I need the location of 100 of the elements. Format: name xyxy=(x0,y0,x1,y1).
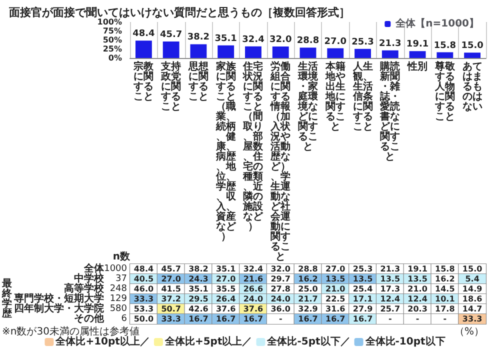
y-tick-label: その他 xyxy=(74,312,105,324)
data-label: 17.3 xyxy=(380,284,400,294)
y2-tick-label: 6 xyxy=(121,314,128,324)
data-label: 24.0 xyxy=(243,294,264,304)
text: （%） xyxy=(454,326,484,338)
bar xyxy=(382,50,398,58)
data-label: 45.7 xyxy=(161,264,181,274)
data-label: 26.6 xyxy=(243,284,264,294)
data-label: 16.7 xyxy=(298,314,318,324)
data-label: 27.0 xyxy=(216,274,236,284)
data-label: 16.7 xyxy=(326,314,346,324)
y-tick-label: 中学校 xyxy=(74,272,105,284)
category-label: 購読新聞・雑誌・愛読書などに関すること xyxy=(380,62,400,162)
data-label: 32.4 xyxy=(243,264,264,274)
bar xyxy=(327,48,344,58)
bar xyxy=(436,52,454,58)
x-tick-label: 人生観、生活信条に関すること xyxy=(352,60,373,132)
data-label: 27.9 xyxy=(352,304,374,314)
text: 最終学歴 xyxy=(1,278,13,320)
data-label: 22.5 xyxy=(326,294,346,304)
y2-axis-title: n数 xyxy=(112,250,131,262)
data-label: 12.4 xyxy=(408,294,428,304)
text: - xyxy=(443,314,447,324)
data-label: 19.1 xyxy=(406,40,429,50)
data-label: 25.7 xyxy=(380,304,400,314)
x-tick-label: 宗教に関すること xyxy=(132,60,155,102)
legend-label: 全体比+5pt以上／ xyxy=(164,336,252,348)
x-tick-label: 支持政党に関すること xyxy=(160,60,182,112)
data-label: 33.3 xyxy=(134,294,154,304)
x-tick-label: 思想に関すること xyxy=(187,60,210,102)
bar xyxy=(354,48,371,58)
data-label: 5.4 xyxy=(465,274,480,284)
data-label: 35.1 xyxy=(188,284,209,294)
bar xyxy=(218,45,234,58)
y2-tick-label: 248 xyxy=(110,284,128,294)
text: ※n数が30未満の属性は参考値 xyxy=(2,326,140,338)
data-label: 17.8 xyxy=(435,304,456,314)
data-label: 21.3 xyxy=(380,264,400,274)
y2-tick-label: 37 xyxy=(116,274,127,284)
data-label: 40.5 xyxy=(134,274,154,284)
bar xyxy=(135,40,152,58)
y-tick-label: 50% xyxy=(102,36,122,44)
data-label: 32.4 xyxy=(242,34,264,45)
bar xyxy=(300,48,316,58)
data-label: 19.1 xyxy=(408,264,428,274)
data-label: 25.4 xyxy=(352,284,374,294)
y-tick-label: 0% xyxy=(108,54,122,62)
y-tick-label: 高等学校 xyxy=(64,282,105,294)
legend-label: 全体比-5pt以下／ xyxy=(266,336,350,348)
bar xyxy=(464,52,481,58)
data-label: 28.8 xyxy=(296,36,320,46)
data-label: 48.4 xyxy=(134,264,154,274)
data-label: 33.3 xyxy=(462,314,482,324)
y-tick-label: 専門学校・短期大学 xyxy=(13,292,104,304)
x-tick-label: 性別 xyxy=(406,60,428,72)
data-label: 13.5 xyxy=(380,274,400,284)
data-label: 25.0 xyxy=(298,284,318,294)
y2-tick-label: 129 xyxy=(110,294,128,304)
data-label: 26.4 xyxy=(216,294,236,304)
chart-title: 面接官が面接で聞いてはいけない質問だと思うもの［複数回答形式］ xyxy=(8,6,350,19)
data-label: 15.8 xyxy=(434,40,456,51)
y-tick-label: 75% xyxy=(102,26,122,36)
data-label: 16.7 xyxy=(243,314,264,324)
x-tick-label: 本籍地や出生地に関すること xyxy=(324,60,346,132)
data-label: 12.4 xyxy=(380,294,400,304)
data-label: 16.7 xyxy=(352,314,373,324)
data-label: 27.0 xyxy=(326,264,346,274)
y-tick-label: 100% xyxy=(97,18,122,26)
category-label: 住宅状況に関すること（間取り、部屋数、住宅の種類、近隣の施設など） xyxy=(243,62,264,232)
data-label: 53.3 xyxy=(134,304,154,314)
data-label: 21.0 xyxy=(326,284,346,294)
legend-label: 全体【n=1000】 xyxy=(394,18,480,30)
data-label: 35.1 xyxy=(214,34,237,44)
bar xyxy=(245,46,262,58)
data-label: 21.3 xyxy=(379,38,402,49)
data-label: 37.6 xyxy=(243,304,264,314)
data-label: 24.3 xyxy=(188,274,208,284)
data-label: 33.3 xyxy=(161,314,181,324)
data-label: 13.5 xyxy=(326,274,346,284)
data-label: 50.0 xyxy=(134,314,154,324)
y-tick-label: 25% xyxy=(102,44,122,54)
legend-label: 全体比-10pt以下 xyxy=(364,336,446,348)
data-label: 14.5 xyxy=(435,284,456,294)
data-label: 38.2 xyxy=(188,264,208,274)
text: - xyxy=(278,314,282,324)
data-label: 14.7 xyxy=(462,304,482,314)
text: - xyxy=(388,314,392,324)
data-label: 29.5 xyxy=(188,294,209,304)
data-label: 45.7 xyxy=(160,30,182,40)
data-label: 21.0 xyxy=(408,284,428,294)
data-label: 29.7 xyxy=(270,274,290,284)
text: - xyxy=(416,314,420,324)
data-label: 36.0 xyxy=(270,304,291,314)
data-label: 13.5 xyxy=(408,274,428,284)
x-tick-label: 尊敬する人物に関すること xyxy=(434,60,456,122)
category-label: 生活環境・家庭環境などに関すること xyxy=(298,62,318,152)
data-label: 37.2 xyxy=(161,294,181,304)
x-tick-label: あてはまるものはない xyxy=(462,62,482,112)
bar xyxy=(272,46,289,58)
data-label: 32.0 xyxy=(270,264,291,274)
